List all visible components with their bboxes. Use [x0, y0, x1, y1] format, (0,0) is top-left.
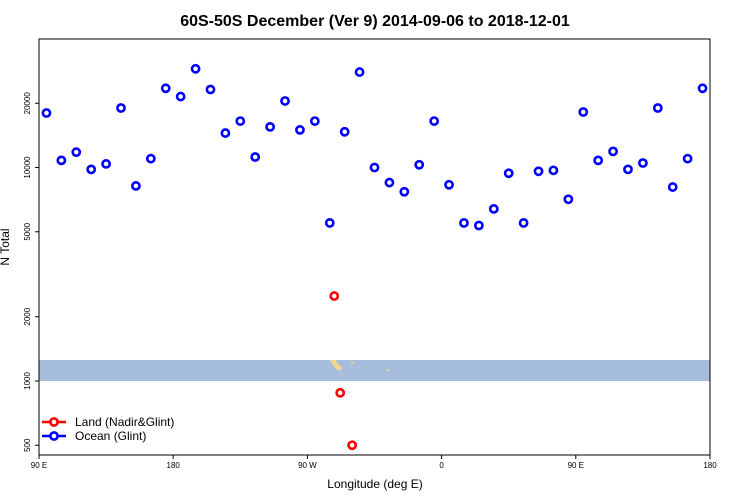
legend-land-label: Land (Nadir&Glint) [75, 415, 174, 429]
y-tick-label: 2000 [23, 307, 32, 325]
x-tick-label: 90 W [298, 461, 317, 470]
ocean-data-point [608, 146, 618, 157]
ocean-data-point [56, 155, 67, 166]
ocean-data-point [503, 168, 514, 179]
map-band [39, 360, 710, 381]
ocean-data-point [235, 116, 246, 126]
ocean-data-point [265, 121, 276, 132]
ocean-data-point [309, 116, 320, 126]
ocean-data-point [369, 162, 380, 173]
ocean-data-point [652, 103, 663, 113]
ocean-data-point [354, 67, 365, 77]
land-data-point [347, 440, 358, 451]
ocean-data-point [86, 164, 97, 175]
ocean-data-point [518, 218, 529, 228]
x-tick-label: 0 [439, 461, 444, 470]
ocean-data-point [593, 155, 604, 166]
ocean-data-point [488, 203, 499, 214]
x-tick-label: 180 [167, 461, 181, 470]
ocean-data-point [205, 84, 216, 95]
ocean-data-point [339, 126, 350, 137]
ocean-data-point [548, 165, 559, 176]
land-data-point [329, 291, 340, 301]
legend-ocean-label: Ocean (Glint) [75, 429, 146, 443]
legend-ocean-marker [49, 431, 59, 441]
ocean-data-point [160, 83, 171, 94]
data-points [41, 63, 708, 451]
ocean-data-point [190, 63, 201, 74]
ocean-data-point [682, 153, 693, 164]
map-band-ocean [39, 360, 710, 381]
ocean-data-point [638, 158, 648, 168]
x-axis: 90 E 180 90 W 0 90 E 180 [31, 455, 717, 470]
y-tick-label: 500 [23, 438, 32, 452]
ocean-data-point [444, 179, 454, 190]
ocean-data-point [101, 158, 111, 169]
ocean-data-point [667, 182, 678, 192]
ocean-data-point [459, 218, 469, 228]
plot-frame [38, 38, 711, 456]
y-tick-label: 5000 [23, 222, 32, 240]
chart-title: 60S-50S December (Ver 9) 2014-09-06 to 2… [180, 13, 570, 30]
x-axis-label: Longitude (deg E) [327, 477, 422, 491]
y-tick-label: 1000 [23, 372, 32, 390]
ocean-data-point [429, 116, 440, 126]
ocean-data-point [533, 166, 544, 177]
ocean-data-point [623, 164, 633, 175]
ocean-data-point [145, 153, 156, 164]
x-tick-label: 90 E [31, 461, 47, 470]
ocean-data-point [175, 91, 186, 102]
ocean-data-point [399, 186, 410, 197]
ocean-data-point [220, 128, 231, 138]
x-tick-label: 180 [703, 461, 717, 470]
ocean-data-point [578, 107, 589, 117]
ocean-data-point [280, 96, 290, 106]
ocean-data-point [295, 125, 305, 135]
ocean-data-point [71, 147, 82, 158]
ocean-data-point [414, 159, 425, 170]
ocean-data-point [563, 194, 574, 205]
ocean-data-point [324, 218, 335, 228]
y-axis-label: N Total [0, 228, 12, 265]
ocean-data-point [697, 83, 708, 94]
legend: Land (Nadir&Glint)Ocean (Glint) [42, 415, 174, 443]
y-tick-label: 20000 [23, 92, 32, 115]
ocean-data-point [116, 103, 126, 113]
ocean-data-point [384, 177, 395, 188]
ocean-data-point [473, 220, 484, 231]
legend-land-marker [49, 417, 59, 427]
y-tick-label: 10000 [23, 156, 32, 179]
x-tick-label: 90 E [568, 461, 584, 470]
y-axis: 500 1000 2000 5000 10000 20000 [23, 92, 39, 452]
map-band-land [330, 360, 342, 371]
land-data-point [335, 387, 346, 398]
ocean-data-point [250, 152, 261, 162]
ocean-data-point [131, 181, 141, 191]
map-band-island [351, 362, 354, 364]
ocean-data-point [41, 108, 52, 118]
map-band-island [387, 369, 389, 371]
